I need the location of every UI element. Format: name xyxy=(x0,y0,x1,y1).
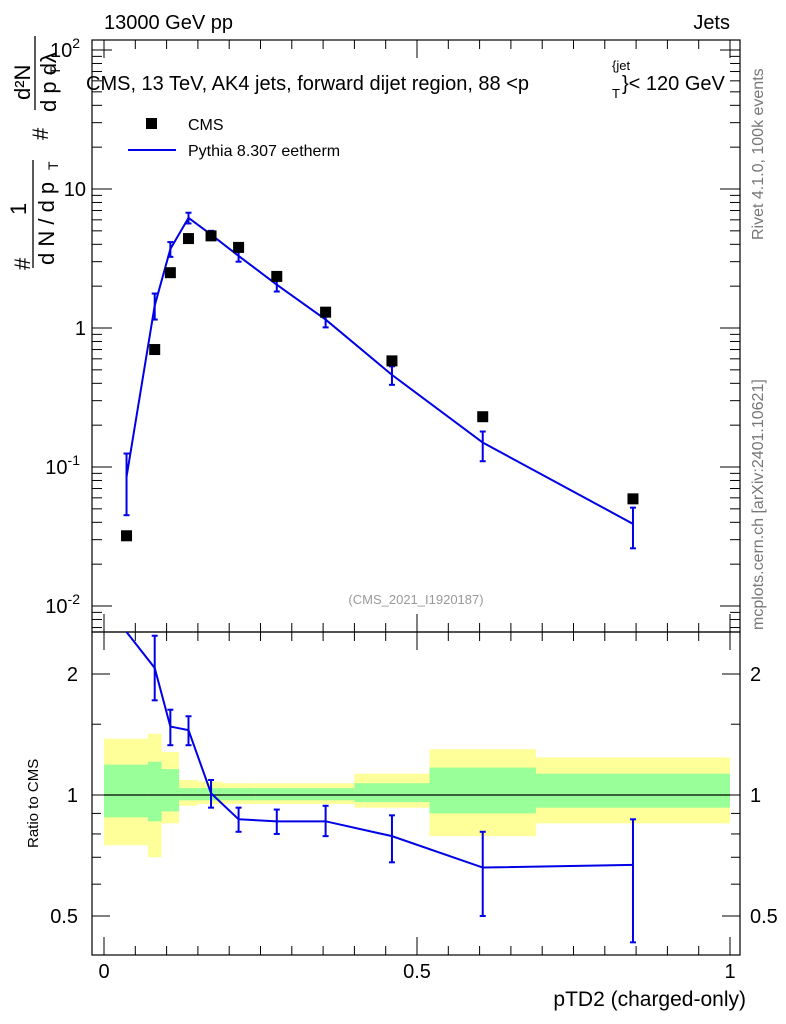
upper-plot-area xyxy=(121,211,639,550)
lower-ytick-label: 1 xyxy=(67,785,78,807)
ylabel-t-sub-2: T xyxy=(47,66,63,75)
lower-axes: 0 0.5 1 0.5 0.5 1 1 2 2 xyxy=(50,632,778,983)
data-point xyxy=(271,270,283,282)
upper-ytick-label: 102 xyxy=(50,35,80,62)
ratio-band-inner xyxy=(104,764,148,818)
upper-ytick-label: 10-2 xyxy=(45,591,80,618)
side-mcplots-label: mcplots.cern.ch [arXiv:2401.10621] xyxy=(750,379,767,630)
lower-xtick-label: 0 xyxy=(98,961,109,983)
ratio-band-inner xyxy=(254,788,299,801)
data-point xyxy=(627,493,639,505)
upper-ytick-label: 10-1 xyxy=(45,452,80,479)
plot-title: CMS, 13 TeV, AK4 jets, forward dijet reg… xyxy=(86,58,726,101)
upper-ytick-label: 10 xyxy=(64,179,86,201)
lower-ytick-label-right: 0.5 xyxy=(750,906,778,928)
lower-plot-frame xyxy=(91,631,741,956)
lower-xtick-label: 0.5 xyxy=(403,961,431,983)
title-tail: }< 120 GeV xyxy=(622,73,726,95)
data-point xyxy=(320,306,332,318)
ratio-band-inner xyxy=(161,769,180,812)
legend-data-label: CMS xyxy=(188,117,224,134)
data-point xyxy=(164,267,176,279)
data-point xyxy=(205,230,217,242)
upper-ylabel: # 1 d N / d p T # d²N d p dλ T xyxy=(6,36,63,270)
mc-series-line xyxy=(125,216,634,525)
xlabel: pTD2 (charged-only) xyxy=(553,988,746,1011)
title-main: CMS, 13 TeV, AK4 jets, forward dijet reg… xyxy=(86,73,529,95)
data-point xyxy=(121,530,133,542)
ratio-band-inner xyxy=(535,773,730,808)
ratio-band-inner xyxy=(147,761,162,822)
lower-ytick-label: 0.5 xyxy=(50,906,78,928)
ratio-band-inner xyxy=(354,783,430,803)
ratio-band-inner xyxy=(298,788,355,801)
lower-plot-area xyxy=(104,631,730,944)
legend-mc-label: Pythia 8.307 eetherm xyxy=(188,143,340,160)
lower-xtick-label: 1 xyxy=(724,961,735,983)
ylabel-d2n: d²N xyxy=(10,65,35,100)
ylabel-hash-1: # xyxy=(10,257,35,270)
ratio-band-inner xyxy=(222,788,255,801)
title-sub: T xyxy=(612,86,620,101)
ylabel-dn-dpt: d N / d p xyxy=(34,182,59,265)
data-point xyxy=(183,233,195,245)
ylabel-hash-2: # xyxy=(28,127,53,140)
legend-data-marker xyxy=(146,118,157,129)
analysis-watermark: (CMS_2021_I1920187) xyxy=(348,592,483,607)
legend: CMS Pythia 8.307 eetherm xyxy=(128,117,340,160)
ratio-band-inner xyxy=(429,767,536,814)
header-right: Jets xyxy=(693,12,730,34)
ratio-band-inner xyxy=(179,788,198,801)
lower-ytick-label-right: 1 xyxy=(750,785,761,807)
ylabel-t-sub: T xyxy=(45,161,61,170)
lower-ytick-label: 2 xyxy=(67,664,78,686)
ylabel-one: 1 xyxy=(6,203,31,215)
data-point xyxy=(149,344,161,356)
side-rivet-label: Rivet 4.1.0, 100k events xyxy=(750,68,767,240)
data-point xyxy=(386,355,398,367)
upper-ytick-label: 1 xyxy=(75,318,86,340)
ratio-ylabel: Ratio to CMS xyxy=(25,759,42,848)
header-left: 13000 GeV pp xyxy=(104,12,233,34)
upper-axes: 10-2 10-1 1 10 102 xyxy=(45,35,740,632)
lower-ytick-label-right: 2 xyxy=(750,664,761,686)
data-point xyxy=(233,241,245,253)
ratio-series-line xyxy=(125,631,633,869)
data-point xyxy=(477,411,489,423)
title-sup: {jet xyxy=(612,58,630,73)
ylabel-dpt-dlambda: d p dλ xyxy=(36,52,61,112)
